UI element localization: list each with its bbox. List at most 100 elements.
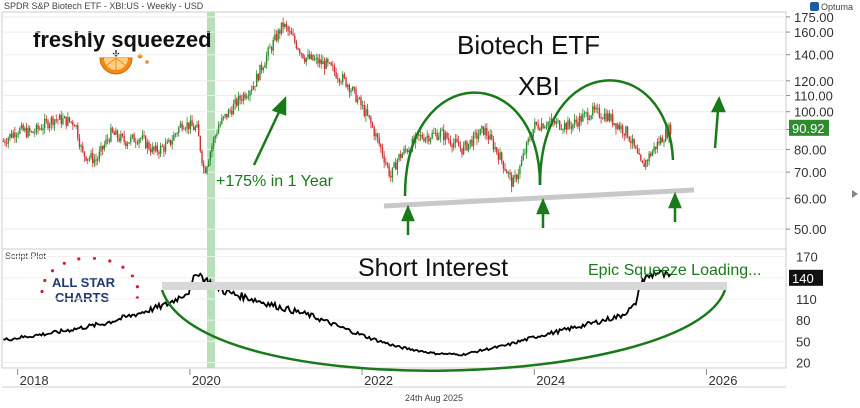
- candle-body: [593, 106, 596, 110]
- candle-body: [312, 54, 314, 61]
- candle-body: [237, 95, 240, 106]
- candle-body: [87, 158, 89, 161]
- candle-body: [80, 145, 82, 147]
- candle-body: [438, 136, 440, 140]
- cup-arcs: [160, 79, 727, 372]
- candle-body: [572, 124, 574, 129]
- candle-body: [262, 67, 264, 71]
- candle-body: [143, 135, 145, 137]
- candle-body: [348, 84, 351, 93]
- candle-body: [587, 112, 589, 120]
- candle-body: [366, 109, 369, 116]
- price-chart-subtitle: XBI: [518, 71, 560, 101]
- candle-body: [24, 128, 26, 131]
- candle-body: [554, 121, 556, 124]
- optuma-logo: Optuma: [810, 2, 853, 12]
- svg-text:140: 140: [792, 271, 814, 286]
- candle-body: [224, 113, 226, 117]
- candle-body: [93, 159, 96, 164]
- rally-annotation: +175% in 1 Year: [216, 173, 334, 190]
- candle-body: [565, 122, 568, 130]
- candle-body: [646, 160, 649, 162]
- support-line: [383, 187, 695, 209]
- candle-body: [327, 59, 329, 63]
- candle-body: [462, 145, 465, 155]
- candle-body: [353, 87, 356, 89]
- candle-body: [113, 132, 115, 135]
- candle-body: [325, 59, 327, 69]
- cup-arc-right: [538, 79, 675, 186]
- candle-body: [214, 135, 216, 139]
- candle-body: [211, 146, 213, 153]
- candle-body: [520, 160, 523, 166]
- candle-body: [246, 96, 248, 99]
- candle-body: [605, 113, 607, 121]
- candle-body: [509, 172, 511, 175]
- candle-body: [32, 131, 34, 134]
- candle-body: [138, 139, 140, 144]
- candle-body: [598, 108, 601, 118]
- candle-body: [83, 151, 86, 157]
- candle-body: [370, 117, 372, 124]
- candle-body: [53, 119, 56, 125]
- candle-body: [555, 121, 558, 124]
- rally-arrow-head: [271, 95, 287, 116]
- candle-body: [82, 145, 84, 152]
- candle-body: [578, 116, 581, 127]
- candle-body: [401, 153, 404, 158]
- candle-body: [92, 153, 94, 164]
- short-interest-series: [3, 269, 672, 357]
- candle-body: [529, 139, 531, 140]
- candle-body: [98, 151, 101, 160]
- candle-body: [236, 99, 238, 106]
- candle-body: [35, 124, 38, 133]
- si-tick-label: 80: [796, 313, 810, 328]
- price-tick-label: 140.00: [794, 48, 834, 63]
- candle-body: [184, 128, 187, 130]
- candle-body: [610, 114, 612, 121]
- candle-body: [431, 133, 433, 139]
- candle-body: [156, 145, 158, 153]
- candle-body: [595, 107, 597, 110]
- candle-body: [643, 163, 645, 168]
- candle-body: [146, 142, 149, 149]
- candle-body: [17, 133, 19, 135]
- candle-body: [573, 119, 576, 125]
- candle-body: [40, 128, 43, 130]
- candle-body: [14, 132, 16, 138]
- short-interest-bowl: [160, 289, 727, 372]
- candle-body: [459, 146, 462, 149]
- candle-body: [615, 123, 617, 129]
- candle-body: [588, 118, 591, 120]
- si-tick-label: 50: [796, 334, 810, 349]
- candle-body: [131, 134, 134, 137]
- si-tick-label: 170: [796, 250, 818, 265]
- candle-body: [136, 142, 139, 144]
- candle-body: [295, 41, 298, 49]
- candle-body: [130, 136, 132, 143]
- candle-body: [307, 54, 309, 58]
- candle-body: [540, 123, 543, 131]
- star-icon: [77, 257, 81, 261]
- candle-body: [234, 99, 236, 105]
- candle-body: [149, 149, 152, 153]
- candle-body: [252, 85, 255, 90]
- candle-body: [123, 135, 125, 142]
- candle-body: [337, 78, 339, 80]
- candle-body: [29, 127, 31, 132]
- candle-body: [558, 120, 561, 130]
- candle-body: [27, 127, 29, 137]
- candle-body: [202, 163, 205, 169]
- candle-body: [50, 117, 53, 125]
- candle-body: [121, 134, 124, 136]
- candle-body: [487, 135, 490, 140]
- candle-body: [600, 117, 602, 119]
- candle-body: [2, 141, 4, 143]
- candle-body: [428, 135, 430, 142]
- candle-body: [300, 53, 303, 54]
- candle-body: [267, 47, 269, 56]
- candle-body: [436, 132, 438, 140]
- candle-body: [664, 129, 667, 142]
- candle-body: [514, 175, 516, 178]
- short-interest-panel-border: [1, 248, 787, 369]
